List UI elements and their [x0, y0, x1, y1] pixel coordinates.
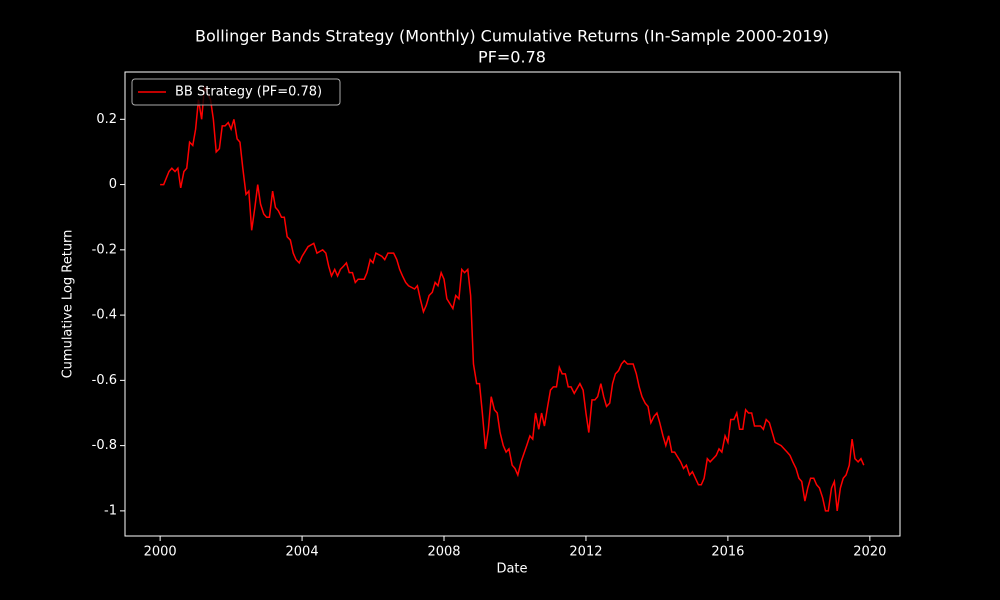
legend-box: [131, 78, 341, 106]
chart-title: Bollinger Bands Strategy (Monthly) Cumul…: [195, 27, 829, 46]
y-tick-label: -1: [104, 503, 117, 518]
x-tick-label: 2020: [853, 545, 886, 560]
y-tick-label: 0.2: [96, 112, 117, 127]
x-tick-label: 2004: [286, 545, 319, 560]
plot-frame: [124, 71, 901, 537]
x-tick-label: 2012: [569, 545, 602, 560]
x-axis-label: Date: [496, 562, 527, 577]
y-tick-label: -0.8: [92, 438, 117, 453]
x-tick-label: 2016: [711, 545, 744, 560]
y-tick-label: -0.2: [92, 242, 117, 257]
x-tick-label: 2000: [144, 545, 177, 560]
legend-label: BB Strategy (PF=0.78): [175, 85, 322, 100]
x-tick-label: 2008: [427, 545, 460, 560]
chart-subtitle: PF=0.78: [478, 48, 546, 67]
y-tick-label: -0.4: [92, 308, 117, 323]
y-tick-label: 0: [109, 177, 117, 192]
y-axis-label: Cumulative Log Return: [61, 230, 76, 379]
line-series: [160, 86, 865, 512]
y-tick-label: -0.6: [92, 373, 117, 388]
